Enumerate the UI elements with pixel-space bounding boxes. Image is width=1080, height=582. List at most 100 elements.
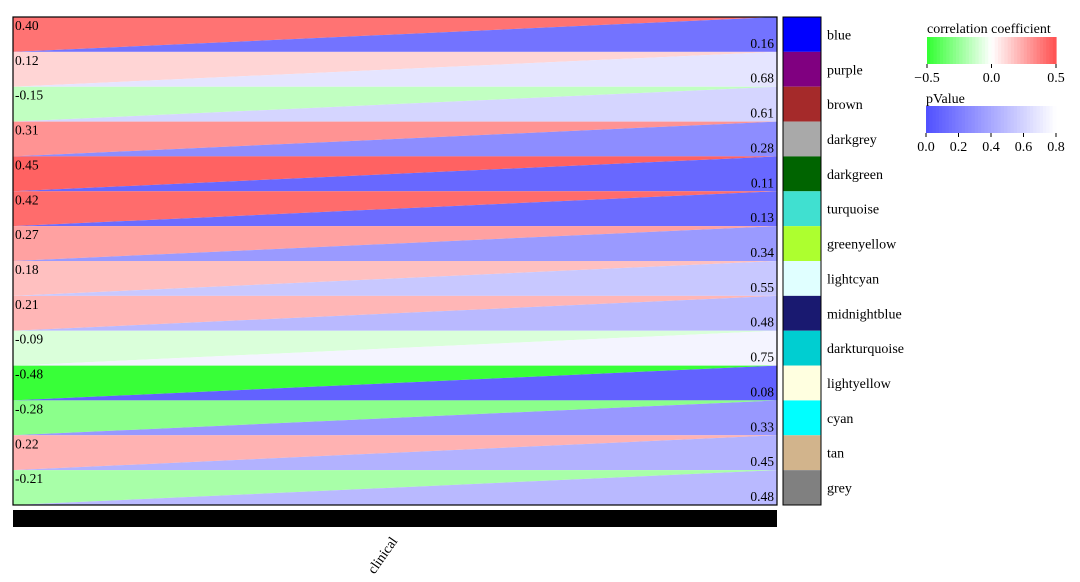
pvalue-gradient-step <box>926 106 930 133</box>
trait-label: clinical <box>365 535 401 577</box>
correlation-gradient-step <box>943 37 947 64</box>
pvalue-gradient-step <box>1010 106 1015 133</box>
module-label-grey: grey <box>827 482 852 497</box>
cor-label-brown: -0.15 <box>15 88 43 103</box>
cor-label-blue: 0.40 <box>15 18 39 33</box>
module-swatch-cyan <box>783 400 821 436</box>
module-label-blue: blue <box>827 28 851 43</box>
module-swatch-grey <box>783 470 821 505</box>
pvalue-label-blue: 0.16 <box>750 36 774 51</box>
pvalue-gradient-step <box>1017 106 1021 133</box>
correlation-gradient-step <box>991 37 996 64</box>
correlation-gradient-step <box>1049 37 1054 64</box>
correlation-gradient-step <box>972 37 976 64</box>
cor-label-darkgrey: 0.31 <box>15 123 39 138</box>
cor-cell-tan <box>13 435 777 471</box>
cor-label-turquoise: 0.42 <box>15 192 39 207</box>
pvalue-gradient-step <box>1049 106 1054 133</box>
cor-label-lightyellow: -0.48 <box>15 367 43 382</box>
pvalue-label-midnightblue: 0.48 <box>750 315 774 330</box>
correlation-gradient-step <box>975 37 980 64</box>
correlation-gradient-step <box>978 37 983 64</box>
pvalue-label-lightyellow: 0.08 <box>750 384 774 399</box>
correlation-gradient-step <box>930 37 935 64</box>
pvalue-cell-darkturquoise <box>13 330 777 366</box>
correlation-gradient-step <box>1023 37 1028 64</box>
pvalue-cell-lightcyan <box>13 261 777 296</box>
pvalue-gradient-step <box>955 106 960 133</box>
cor-label-greenyellow: 0.27 <box>15 227 39 242</box>
pvalue-gradient-step <box>1043 106 1047 133</box>
pvalue-gradient-step <box>945 106 950 133</box>
cor-cell-blue <box>13 17 777 52</box>
pvalue-gradient-step <box>974 106 979 133</box>
pvalue-label-grey: 0.48 <box>750 489 774 504</box>
pvalue-gradient-step <box>1033 106 1038 133</box>
cor-label-tan: 0.22 <box>15 436 39 451</box>
correlation-gradient-step <box>949 37 954 64</box>
correlation-gradient-step <box>997 37 1002 64</box>
correlation-gradient-step <box>952 37 957 64</box>
correlation-gradient-step <box>1046 37 1051 64</box>
pvalue-tick-label: 0.6 <box>1015 140 1033 155</box>
correlation-gradient-step <box>1010 37 1015 64</box>
module-label-turquoise: turquoise <box>827 203 879 218</box>
module-color-bar: blue purple brown darkgrey darkgreen turquois… <box>782 16 904 506</box>
module-swatch-lightyellow <box>783 365 821 401</box>
correlation-gradient-step <box>988 37 993 64</box>
pvalue-gradient-step <box>948 106 953 133</box>
cor-cell-darkturquoise <box>13 330 777 366</box>
correlation-gradient-step <box>962 37 967 64</box>
module-swatch-darkturquoise <box>783 330 821 366</box>
cell-labels: 0.40 0.16 0.12 0.68 -0.15 0.61 0.31 0.28 0.45 0.1… <box>15 18 774 504</box>
pvalue-gradient-step <box>932 106 937 133</box>
correlation-gradient-step <box>1030 37 1035 64</box>
correlation-legend-gradient <box>927 37 1057 64</box>
pvalue-gradient-step <box>1000 106 1005 133</box>
cor-cell-lightcyan <box>13 261 777 296</box>
correlation-gradient-step <box>1043 37 1047 64</box>
correlation-gradient-step <box>981 37 986 64</box>
module-bar-frame <box>782 16 822 506</box>
pvalue-gradient-step <box>984 106 989 133</box>
correlation-tick-label: −0.5 <box>914 71 939 86</box>
correlation-gradient-step <box>1026 37 1031 64</box>
correlation-gradient-step <box>1001 37 1005 64</box>
module-swatch-blue <box>783 17 821 52</box>
pvalue-label-greenyellow: 0.34 <box>750 245 774 260</box>
correlation-gradient-step <box>956 37 960 64</box>
pvalue-gradient-step <box>994 106 999 133</box>
pvalue-gradient-step <box>997 106 1002 133</box>
pvalue-gradient-step <box>939 106 943 133</box>
correlation-gradient-step <box>1036 37 1041 64</box>
module-label-lightyellow: lightyellow <box>827 377 892 392</box>
correlation-legend-title: correlation coefficient <box>927 22 1051 37</box>
pvalue-tick-label: 0.4 <box>982 140 1000 155</box>
pvalue-cell-darkgrey <box>13 121 777 157</box>
pvalue-gradient-step <box>1046 106 1051 133</box>
pvalue-gradient-step <box>1004 106 1008 133</box>
module-swatch-lightcyan <box>783 261 821 296</box>
cor-label-cyan: -0.28 <box>15 401 43 416</box>
module-swatch-greenyellow <box>783 226 821 261</box>
pvalue-label-turquoise: 0.13 <box>750 210 774 225</box>
module-swatch-purple <box>783 51 821 87</box>
pvalue-cell-turquoise <box>13 191 777 227</box>
pvalue-gradient-step <box>978 106 982 133</box>
correlation-gradient-step <box>1039 37 1044 64</box>
correlation-gradient-step <box>933 37 938 64</box>
module-swatch-tan <box>783 435 821 471</box>
pvalue-cell-blue <box>13 17 777 52</box>
module-swatch-darkgreen <box>783 156 821 192</box>
cor-label-lightcyan: 0.18 <box>15 262 39 277</box>
pvalue-gradient-step <box>1036 106 1041 133</box>
correlation-gradient-step <box>936 37 941 64</box>
cor-cell-cyan <box>13 400 777 436</box>
pvalue-cell-purple <box>13 51 777 87</box>
module-swatch-midnightblue <box>783 295 821 331</box>
pvalue-label-darkturquoise: 0.75 <box>750 350 774 365</box>
pvalue-label-lightcyan: 0.55 <box>750 280 774 295</box>
pvalue-gradient-step <box>991 106 995 133</box>
correlation-gradient-step <box>1004 37 1009 64</box>
